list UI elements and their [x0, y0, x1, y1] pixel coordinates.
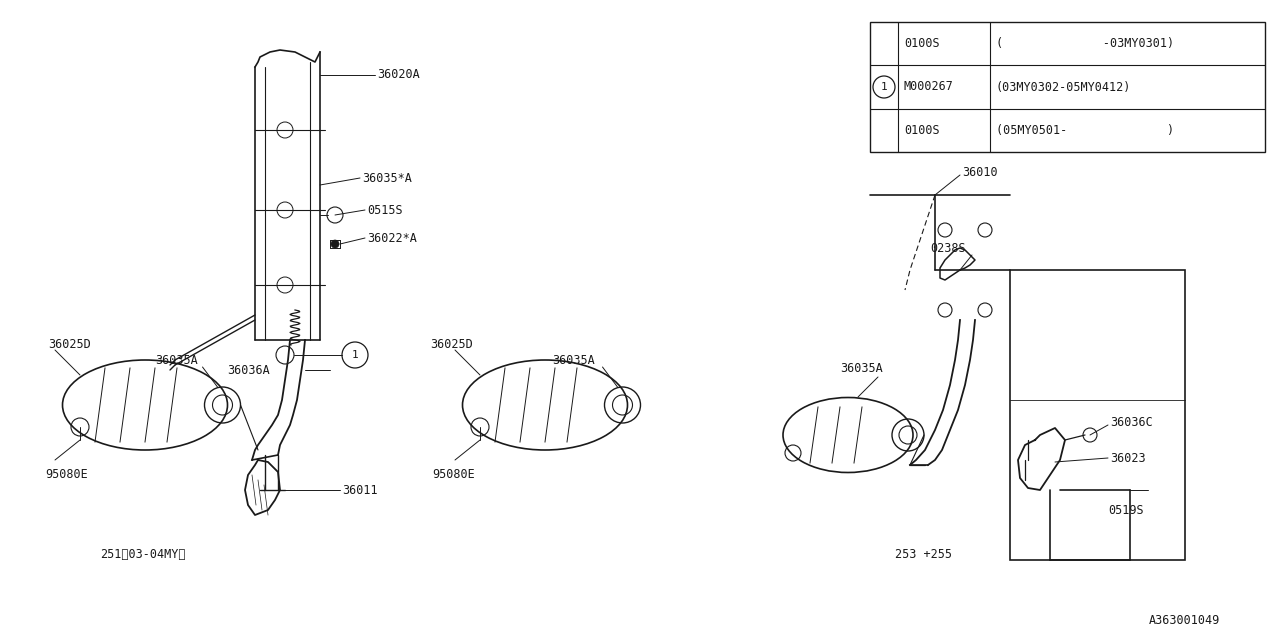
Text: 36023: 36023 — [1110, 451, 1146, 465]
Text: 36020A: 36020A — [378, 68, 420, 81]
Text: 0100S: 0100S — [904, 124, 940, 137]
Text: M000267: M000267 — [904, 81, 954, 93]
Text: 1: 1 — [881, 82, 887, 92]
Text: 36035A: 36035A — [840, 362, 883, 374]
Text: 36035*A: 36035*A — [362, 172, 412, 184]
Text: 36036C: 36036C — [1110, 417, 1153, 429]
Text: 36035A: 36035A — [552, 353, 595, 367]
Text: 1: 1 — [352, 350, 358, 360]
Text: 36025D: 36025D — [430, 339, 472, 351]
Bar — [870, 22, 1265, 152]
Text: (05MY0501-              ): (05MY0501- ) — [996, 124, 1174, 137]
Text: 0238S: 0238S — [931, 241, 965, 255]
Text: 36011: 36011 — [342, 483, 378, 497]
Text: 36035A: 36035A — [155, 353, 197, 367]
Text: (03MY0302-05MY0412): (03MY0302-05MY0412) — [996, 81, 1132, 93]
Text: A363001049: A363001049 — [1148, 614, 1220, 627]
Text: (              -03MY0301): ( -03MY0301) — [996, 37, 1174, 50]
Text: 0519S: 0519S — [1108, 504, 1143, 516]
Bar — [1010, 270, 1185, 560]
Text: 0100S: 0100S — [904, 37, 940, 50]
Circle shape — [332, 240, 339, 248]
Text: 95080E: 95080E — [45, 468, 88, 481]
Text: 253 +255: 253 +255 — [895, 548, 952, 561]
Text: 95080E: 95080E — [433, 468, 475, 481]
Text: 0515S: 0515S — [367, 204, 403, 216]
Text: 251　03-04MY、: 251 03-04MY、 — [100, 548, 186, 561]
Text: 36025D: 36025D — [49, 339, 91, 351]
Text: 36022*A: 36022*A — [367, 232, 417, 244]
Text: 36036A: 36036A — [228, 364, 270, 376]
Text: 36010: 36010 — [963, 166, 997, 179]
